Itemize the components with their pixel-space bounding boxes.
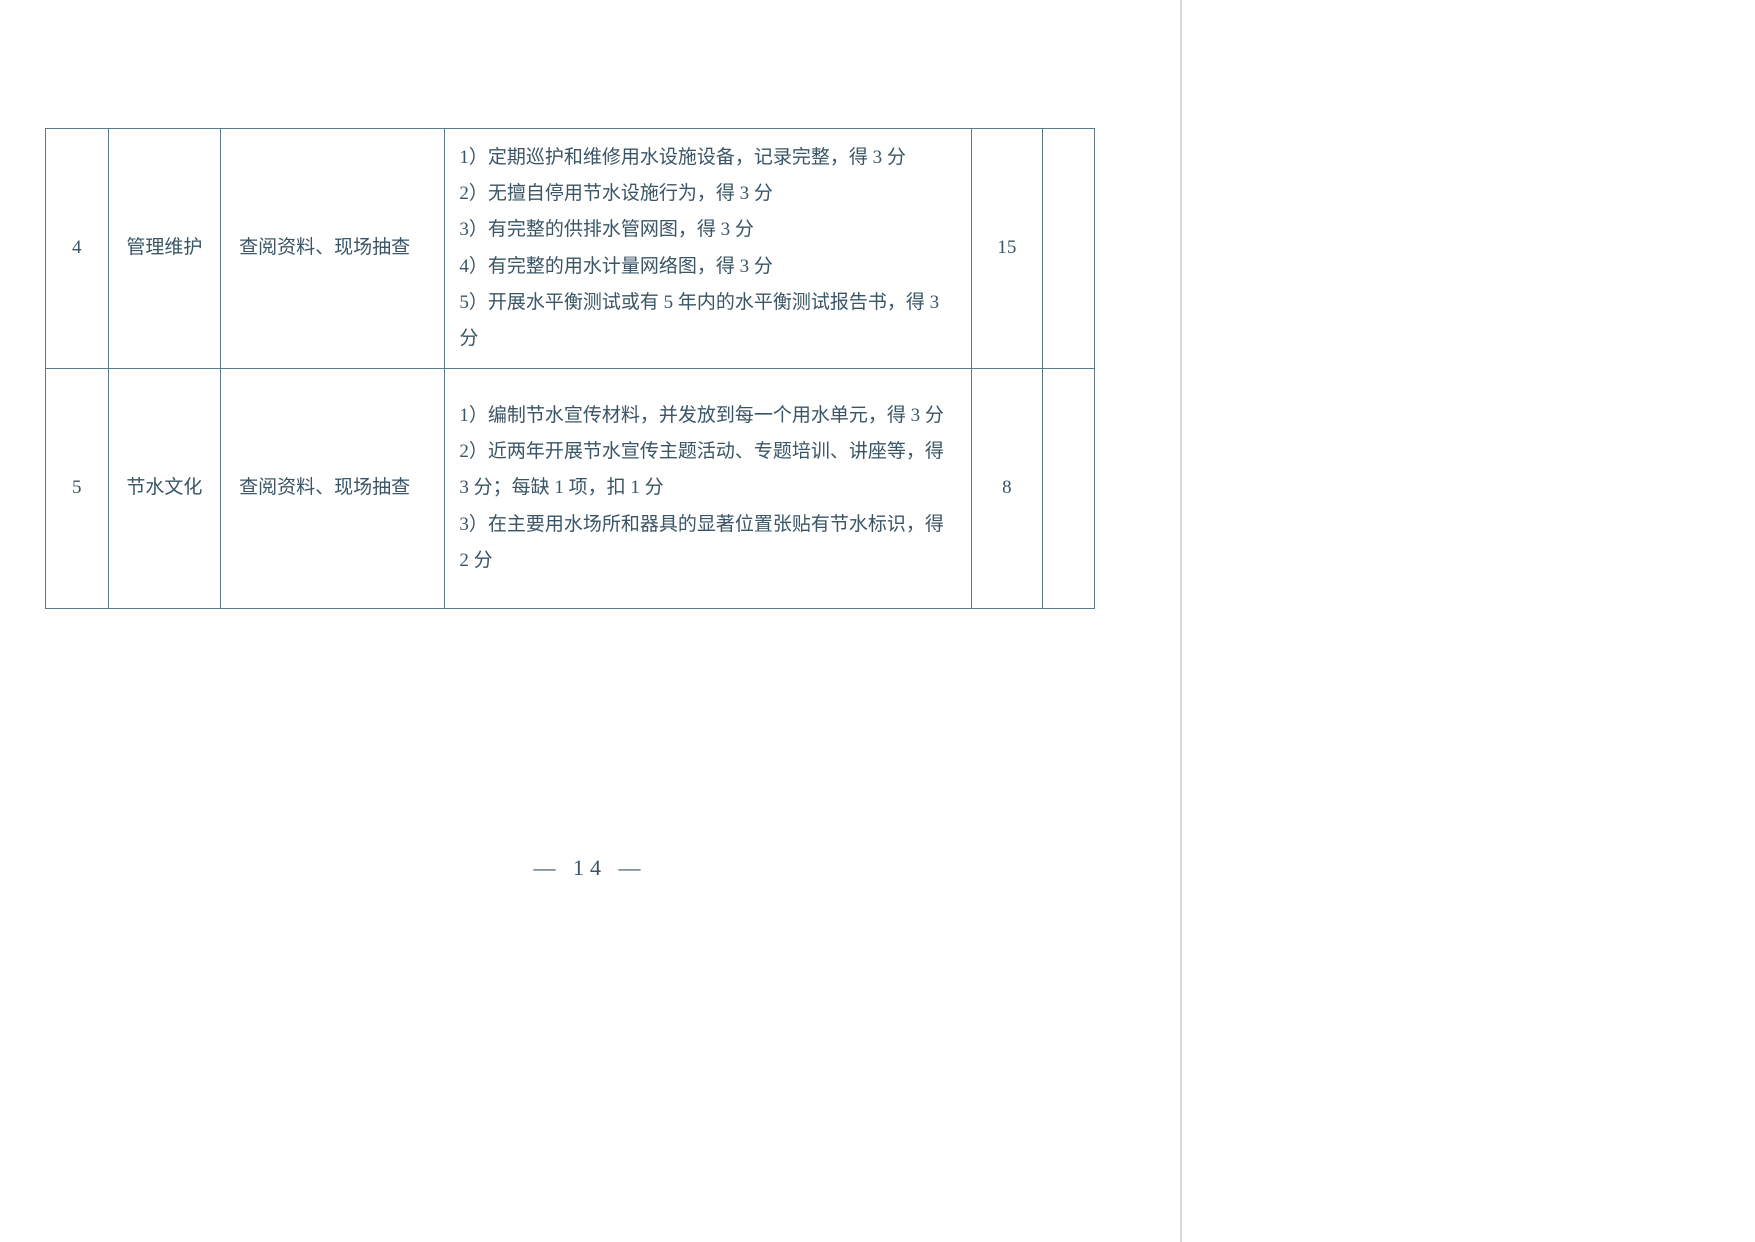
cell-empty — [1042, 129, 1094, 369]
cell-number: 4 — [46, 129, 109, 369]
page-divider — [1180, 0, 1182, 1242]
evaluation-table: 4 管理维护 查阅资料、现场抽查 1）定期巡护和维修用水设施设备，记录完整，得 … — [45, 128, 1095, 609]
table-row: 4 管理维护 查阅资料、现场抽查 1）定期巡护和维修用水设施设备，记录完整，得 … — [46, 129, 1095, 369]
cell-empty — [1042, 369, 1094, 609]
cell-number: 5 — [46, 369, 109, 609]
cell-category: 节水文化 — [108, 369, 221, 609]
page-number: — 14 — — [0, 855, 1180, 881]
cell-description: 1）定期巡护和维修用水设施设备，记录完整，得 3 分2）无擅自停用节水设施行为，… — [445, 129, 972, 369]
cell-score: 8 — [971, 369, 1042, 609]
cell-method: 查阅资料、现场抽查 — [221, 129, 445, 369]
page-container: 4 管理维护 查阅资料、现场抽查 1）定期巡护和维修用水设施设备，记录完整，得 … — [0, 0, 1180, 1242]
table-row: 5 节水文化 查阅资料、现场抽查 1）编制节水宣传材料，并发放到每一个用水单元，… — [46, 369, 1095, 609]
cell-description: 1）编制节水宣传材料，并发放到每一个用水单元，得 3 分2）近两年开展节水宣传主… — [445, 369, 972, 609]
cell-method: 查阅资料、现场抽查 — [221, 369, 445, 609]
cell-category: 管理维护 — [108, 129, 221, 369]
evaluation-table-container: 4 管理维护 查阅资料、现场抽查 1）定期巡护和维修用水设施设备，记录完整，得 … — [45, 128, 1095, 609]
cell-score: 15 — [971, 129, 1042, 369]
